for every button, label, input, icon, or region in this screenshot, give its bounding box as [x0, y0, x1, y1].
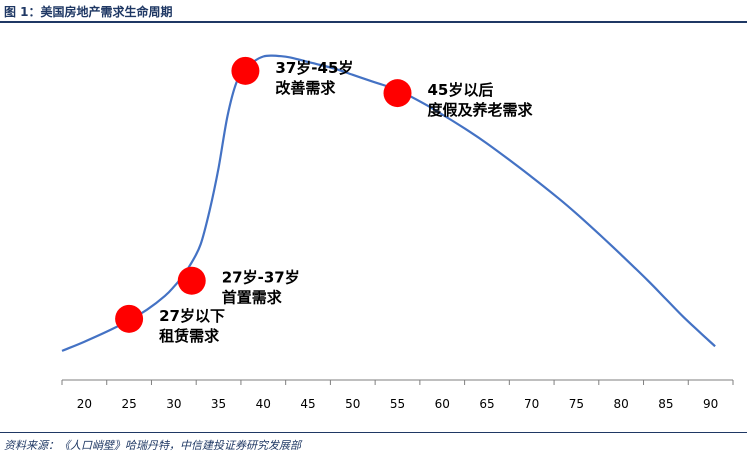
x-tick-label: 20	[77, 397, 92, 411]
source-note: 资料来源：《人口峭壁》哈瑞丹特，中信建投证券研究发展部	[4, 439, 301, 452]
x-tick-label: 55	[390, 397, 405, 411]
x-tick-label: 30	[166, 397, 181, 411]
top-rule	[0, 21, 747, 23]
stage-label: 改善需求	[275, 79, 336, 97]
x-tick-label: 70	[524, 397, 539, 411]
x-tick-label: 25	[121, 397, 136, 411]
stage-label: 首置需求	[222, 289, 283, 307]
bottom-rule	[0, 432, 747, 433]
stage-label: 27岁-37岁	[222, 269, 300, 287]
x-tick-label: 50	[345, 397, 360, 411]
x-tick-label: 45	[300, 397, 315, 411]
x-tick-label: 90	[703, 397, 718, 411]
stage-label: 45岁以后	[428, 81, 494, 99]
x-tick-label: 35	[211, 397, 226, 411]
x-tick-label: 85	[658, 397, 673, 411]
stage-label: 37岁-45岁	[275, 59, 353, 77]
figure-title: 图 1：美国房地产需求生命周期	[4, 5, 173, 19]
x-tick-label: 40	[256, 397, 271, 411]
stage-markers	[115, 56, 412, 333]
stage-label: 27岁以下	[159, 307, 225, 325]
x-tick-label: 65	[479, 397, 494, 411]
stage-marker	[231, 56, 260, 85]
stage-marker	[383, 79, 412, 108]
stage-marker	[115, 304, 144, 333]
x-tick-label: 80	[614, 397, 629, 411]
x-tick-label: 75	[569, 397, 584, 411]
stage-label: 租赁需求	[159, 327, 220, 345]
stage-label: 度假及养老需求	[428, 101, 534, 119]
stage-marker	[177, 266, 206, 295]
lifecycle-chart: 20 25 30 35 40 45 50 55 60 65 70 75 80 85 90 27岁以下租赁需求…	[61, 54, 734, 411]
x-tick-label: 60	[435, 397, 450, 411]
x-axis: 20 25 30 35 40 45 50 55 60 65 70 75 80 85 90	[61, 379, 734, 411]
